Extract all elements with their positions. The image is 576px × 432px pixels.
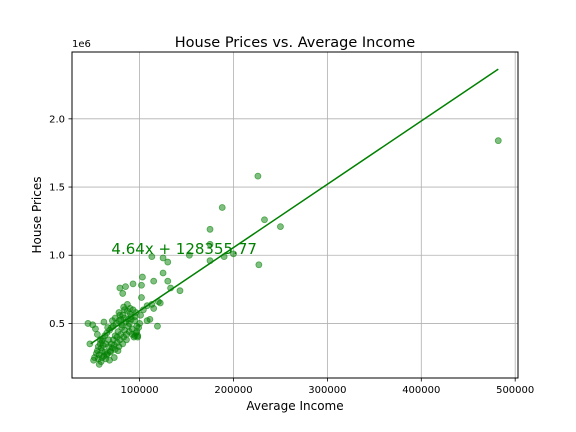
x-tick-label: 400000 — [402, 385, 440, 396]
data-point — [156, 299, 164, 307]
data-point — [139, 306, 147, 314]
data-point — [220, 253, 228, 261]
data-point — [86, 340, 94, 348]
data-point — [150, 277, 158, 285]
data-point — [176, 287, 184, 295]
x-tick-label: 500000 — [496, 385, 534, 396]
y-tick-label: 1.0 — [49, 251, 65, 262]
data-point — [123, 336, 130, 344]
data-point — [159, 254, 167, 262]
data-point — [167, 284, 174, 292]
data-point — [138, 294, 145, 301]
data-point — [206, 225, 214, 233]
y-axis-offset-label: 1e6 — [72, 39, 91, 50]
regression-line-layer — [90, 68, 499, 345]
data-point — [129, 280, 137, 288]
data-point — [255, 261, 263, 269]
y-tick-label: 2.0 — [49, 114, 65, 125]
y-axis-ticks: 0.5 1.0 1.5 2.0 — [49, 114, 72, 330]
data-point — [139, 273, 146, 281]
regression-line — [90, 68, 499, 345]
points-layer — [84, 137, 502, 368]
data-point — [114, 347, 122, 355]
y-tick-label: 1.5 — [49, 183, 65, 194]
data-point — [119, 290, 127, 297]
data-point — [148, 300, 156, 308]
data-point — [148, 253, 156, 261]
data-point — [99, 341, 107, 349]
data-point — [261, 216, 268, 224]
data-point — [185, 251, 193, 259]
data-point — [230, 250, 237, 258]
data-point — [126, 305, 134, 312]
data-point — [206, 240, 214, 248]
data-point — [159, 269, 167, 277]
y-axis-label: House Prices — [30, 177, 44, 254]
data-point — [94, 355, 102, 363]
regression-equation-annotation: 4.64x + 128355.77 — [111, 240, 257, 258]
data-point — [137, 311, 144, 319]
x-tick-label: 100000 — [121, 385, 159, 396]
data-point — [164, 258, 172, 266]
x-axis-ticks: 100000 200000 300000 400000 500000 — [121, 378, 534, 396]
data-point — [138, 281, 145, 289]
data-point — [117, 330, 125, 338]
data-point — [277, 223, 284, 230]
data-point — [96, 336, 104, 344]
data-point — [494, 137, 502, 145]
plot-frame — [71, 51, 519, 379]
data-point — [154, 322, 161, 330]
data-point — [254, 172, 262, 180]
data-point — [104, 324, 112, 331]
x-tick-label: 300000 — [308, 385, 346, 396]
data-point — [164, 277, 172, 285]
data-point — [100, 318, 108, 326]
data-point — [143, 317, 151, 325]
data-point — [206, 257, 214, 265]
data-point — [98, 347, 106, 355]
data-point — [121, 314, 128, 322]
data-point — [84, 320, 92, 327]
data-point — [133, 322, 141, 330]
data-point — [134, 333, 142, 341]
data-point — [116, 284, 124, 292]
x-axis-label: Average Income — [246, 399, 343, 413]
x-tick-label: 200000 — [214, 385, 252, 396]
data-point — [127, 315, 135, 323]
data-point — [218, 204, 226, 211]
chart-title: House Prices vs. Average Income — [175, 35, 416, 51]
y-tick-label: 0.5 — [49, 319, 65, 330]
data-point — [122, 283, 129, 291]
data-point — [118, 324, 126, 331]
